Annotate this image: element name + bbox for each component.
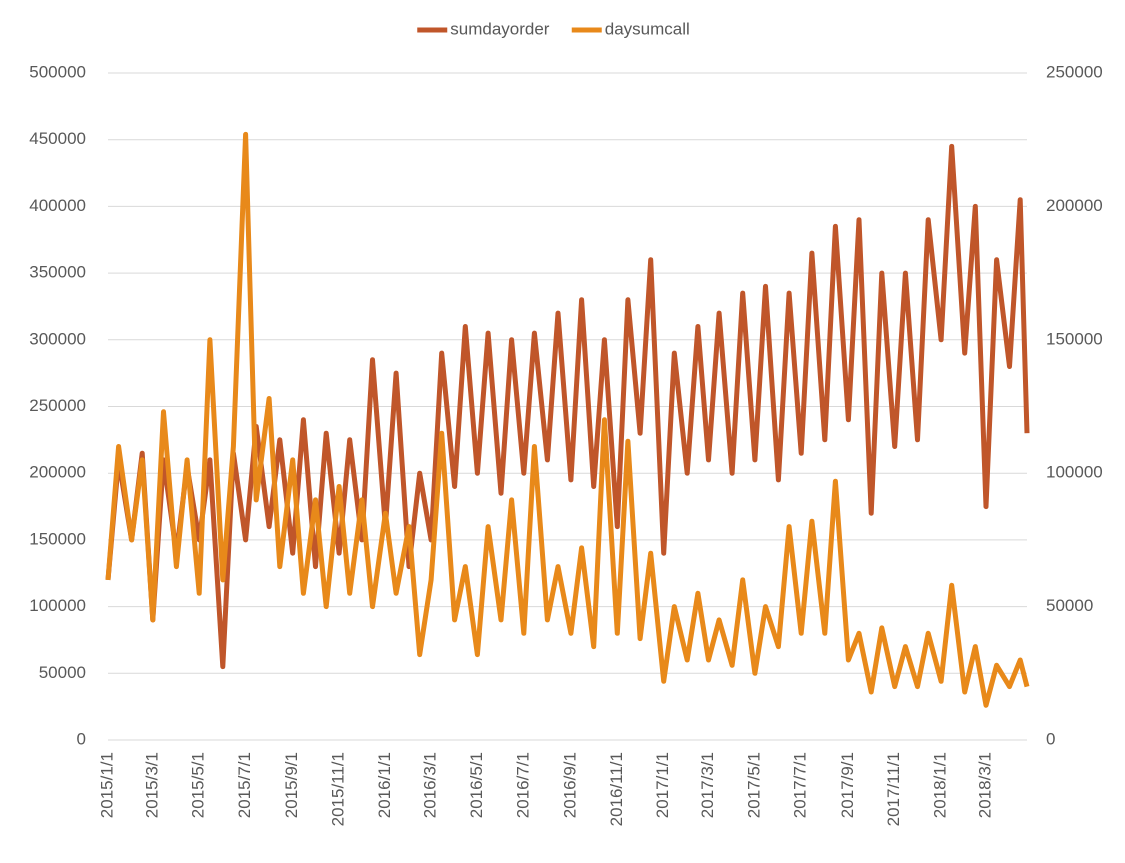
x-tick-label: 2016/5/1 (467, 752, 486, 818)
x-tick-label: 2015/1/1 (97, 752, 116, 818)
y2-tick-label: 0 (1046, 729, 1055, 748)
x-tick-label: 2015/3/1 (142, 752, 161, 818)
x-tick-label: 2017/7/1 (791, 752, 810, 818)
y-tick-label: 200000 (29, 463, 86, 482)
x-tick-label: 2015/5/1 (189, 752, 208, 818)
x-tick-label: 2015/11/1 (329, 752, 348, 826)
y2-tick-label: 50000 (1046, 596, 1093, 615)
x-tick-label: 2015/7/1 (235, 752, 254, 818)
y-tick-label: 350000 (29, 263, 86, 282)
x-tick-label: 2018/1/1 (931, 752, 950, 818)
series-line (105, 131, 1030, 708)
legend-label: daysumcall (605, 19, 690, 38)
x-tick-label: 2017/9/1 (838, 752, 857, 818)
y-tick-label: 500000 (29, 62, 86, 81)
x-tick-label: 2017/1/1 (653, 752, 672, 818)
y-tick-label: 400000 (29, 196, 86, 215)
y2-tick-label: 100000 (1046, 463, 1103, 482)
y-tick-label: 250000 (29, 396, 86, 415)
y-tick-label: 300000 (29, 329, 86, 348)
x-tick-label: 2017/3/1 (698, 752, 717, 818)
y-tick-label: 0 (77, 729, 86, 748)
y-tick-label: 100000 (29, 596, 86, 615)
x-tick-label: 2016/1/1 (375, 752, 394, 818)
x-tick-label: 2016/7/1 (513, 752, 532, 818)
x-tick-label: 2017/5/1 (744, 752, 763, 818)
y2-tick-label: 200000 (1046, 196, 1103, 215)
x-tick-label: 2016/11/1 (607, 752, 626, 826)
x-tick-label: 2016/9/1 (560, 752, 579, 818)
y2-tick-label: 250000 (1046, 62, 1103, 81)
legend-label: sumdayorder (450, 19, 550, 38)
x-tick-label: 2018/3/1 (975, 752, 994, 818)
y-tick-label: 50000 (39, 663, 86, 682)
x-tick-label: 2017/11/1 (884, 752, 903, 826)
y-tick-label: 150000 (29, 529, 86, 548)
y-tick-label: 450000 (29, 129, 86, 148)
x-tick-label: 2016/3/1 (421, 752, 440, 818)
x-tick-label: 2015/9/1 (282, 752, 301, 818)
y2-tick-label: 150000 (1046, 329, 1103, 348)
